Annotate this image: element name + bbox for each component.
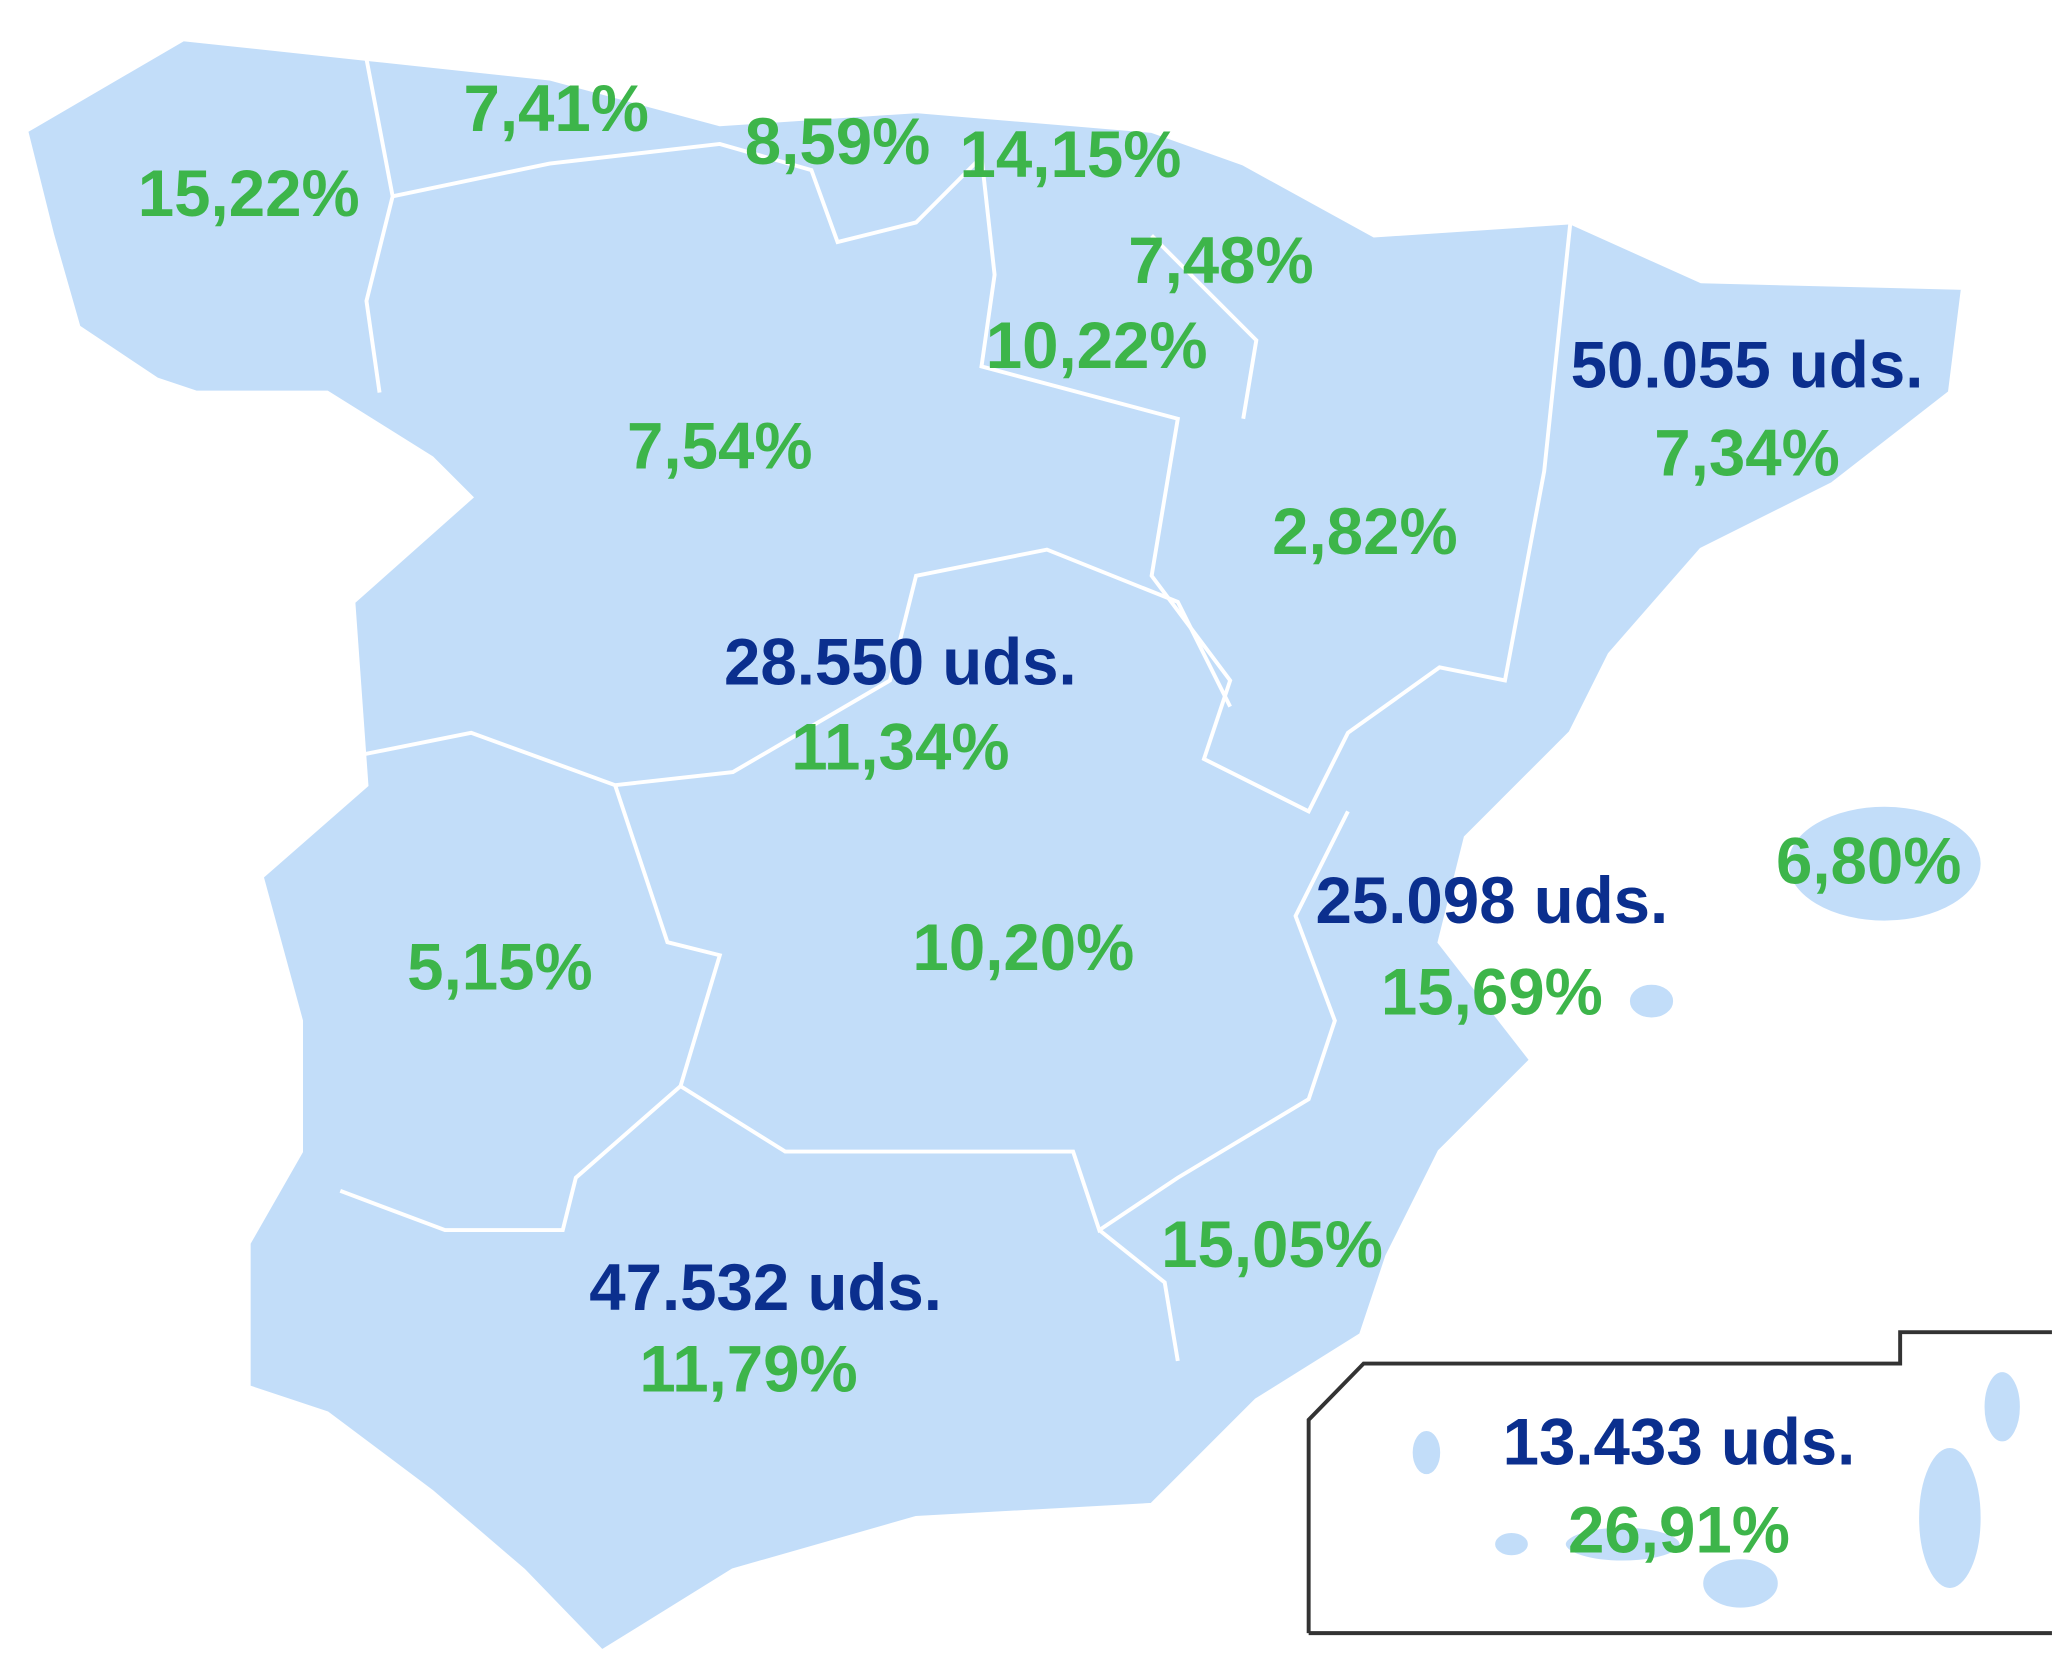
region-share: 11,34% [791, 711, 1009, 784]
region-share: 15,05% [1161, 1208, 1383, 1281]
region-share: 8,59% [745, 105, 931, 178]
region-share: 26,91% [1568, 1493, 1790, 1566]
region-share: 7,48% [1128, 224, 1314, 297]
region-share: 7,54% [627, 410, 813, 483]
region-share: 7,34% [1654, 416, 1840, 489]
region-share: 15,69% [1381, 955, 1603, 1028]
region-share: 2,82% [1272, 495, 1458, 568]
region-borders [339, 58, 1573, 1362]
region-share: 7,41% [463, 72, 649, 145]
region-share: 10,20% [912, 911, 1134, 984]
ibiza [1625, 980, 1678, 1022]
region-units: 13.433 uds. [1503, 1406, 1856, 1479]
region-units: 47.532 uds. [589, 1251, 942, 1324]
mainland [23, 37, 1966, 1654]
mallorca [1784, 802, 1985, 925]
region-units: 25.098 uds. [1315, 864, 1668, 937]
region-units: 50.055 uds. [1571, 329, 1924, 402]
canary-islands [1306, 1330, 2052, 1636]
region-units: 28.550 uds. [724, 626, 1077, 699]
region-share: 15,22% [138, 157, 360, 230]
region-share: 14,15% [960, 118, 1182, 191]
region-share: 6,80% [1776, 825, 1962, 898]
region-share: 5,15% [407, 931, 593, 1004]
region-share: 10,22% [986, 309, 1208, 382]
region-share: 11,79% [639, 1332, 857, 1405]
